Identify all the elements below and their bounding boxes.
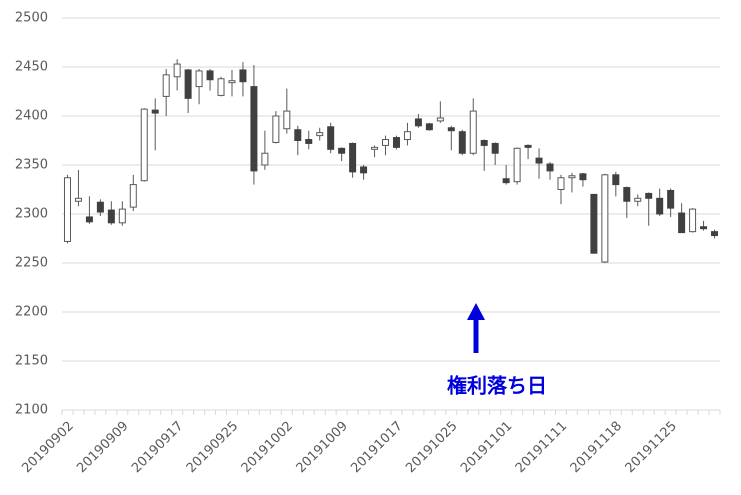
- y-tick-label: 2350: [15, 158, 48, 173]
- candle-body: [305, 139, 313, 144]
- candle-body: [327, 126, 335, 150]
- candle-body: [403, 131, 411, 141]
- candle-body: [436, 117, 444, 122]
- candle-body: [85, 216, 93, 223]
- candle-body: [502, 178, 510, 184]
- candle-body: [689, 208, 697, 233]
- x-tick-label: 20191118: [568, 419, 625, 476]
- candle-body: [316, 132, 324, 137]
- candle-body: [557, 177, 565, 191]
- candle-body: [612, 174, 620, 186]
- candle-body: [447, 127, 455, 132]
- candle-body: [250, 86, 258, 172]
- y-tick-label: 2300: [15, 207, 48, 222]
- candle-body: [140, 108, 148, 182]
- candle-body: [645, 192, 653, 199]
- y-tick-label: 2400: [15, 109, 48, 124]
- candle-body: [535, 157, 543, 164]
- candle-body: [546, 163, 554, 172]
- x-tick-label: 20191002: [239, 419, 296, 476]
- y-tick-label: 2150: [15, 354, 48, 369]
- arrow-head: [467, 303, 485, 320]
- candle-body: [162, 74, 170, 97]
- candle-body: [228, 80, 236, 84]
- y-tick-label: 2100: [15, 403, 48, 418]
- candle-body: [711, 231, 719, 237]
- candle-body: [700, 226, 708, 230]
- candle-body: [414, 118, 422, 127]
- candle-body: [579, 173, 587, 181]
- candle-body: [590, 193, 598, 254]
- candle-body: [623, 187, 631, 202]
- y-tick-label: 2500: [15, 11, 48, 26]
- x-tick-label: 20191101: [458, 419, 515, 476]
- candle-body: [294, 129, 302, 142]
- candle-body: [107, 209, 115, 224]
- candle-body: [338, 147, 346, 154]
- candle-body: [513, 147, 521, 183]
- candle-body: [272, 115, 280, 143]
- candle-body: [261, 152, 269, 166]
- candle-body: [568, 175, 576, 179]
- x-tick-label: 20190925: [184, 419, 241, 476]
- candle-body: [239, 69, 247, 83]
- candle-body: [382, 139, 390, 146]
- candle-body: [656, 197, 664, 215]
- candle-body: [392, 137, 400, 148]
- candle-body: [480, 140, 488, 146]
- annotation-arrow: [467, 303, 485, 353]
- candle-body: [195, 70, 203, 88]
- candle-body: [217, 78, 225, 96]
- y-tick-label: 2200: [15, 305, 48, 320]
- x-tick-label: 20190909: [74, 419, 131, 476]
- candle-body: [283, 110, 291, 130]
- candle-body: [173, 63, 181, 78]
- candle-body: [469, 110, 477, 154]
- annotation: 権利落ち日: [447, 374, 547, 398]
- candle-body: [678, 212, 686, 234]
- x-tick-label: 20191009: [294, 419, 351, 476]
- candle-body: [151, 109, 159, 114]
- candle-body: [360, 166, 368, 174]
- y-tick-label: 2450: [15, 60, 48, 75]
- x-tick-label: 20191025: [403, 419, 460, 476]
- candle-body: [118, 208, 126, 224]
- x-tick-label: 20190917: [129, 419, 186, 476]
- candle-body: [425, 123, 433, 131]
- x-tick-label: 20190902: [19, 419, 76, 476]
- candle-body: [63, 177, 71, 242]
- candle-body: [458, 131, 466, 154]
- candle-body: [96, 201, 104, 213]
- y-tick-label: 2250: [15, 256, 48, 271]
- candle-body: [491, 142, 499, 154]
- x-tick-label: 20191125: [623, 419, 680, 476]
- candle-body: [667, 189, 675, 209]
- x-tick-label: 20191111: [513, 419, 570, 476]
- candle-body: [129, 184, 137, 208]
- candle-body: [524, 144, 532, 148]
- candle-body: [74, 197, 82, 202]
- candle-body: [184, 69, 192, 99]
- candle-body: [371, 146, 379, 150]
- candle-body: [634, 197, 642, 202]
- candle-body: [601, 174, 609, 263]
- candle-body: [349, 142, 357, 173]
- candle-body: [206, 70, 214, 81]
- x-tick-label: 20191017: [348, 419, 405, 476]
